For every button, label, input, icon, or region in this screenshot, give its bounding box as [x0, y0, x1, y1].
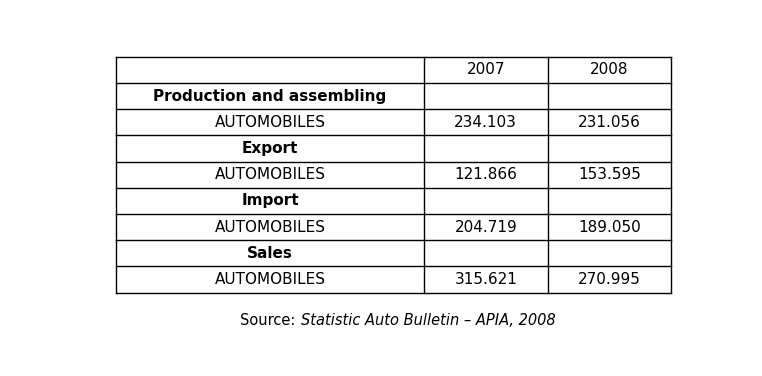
Text: 2007: 2007 [466, 62, 505, 77]
Text: 204.719: 204.719 [454, 220, 517, 235]
Text: Source:: Source: [240, 313, 305, 328]
Text: 121.866: 121.866 [454, 167, 517, 182]
Text: 315.621: 315.621 [454, 272, 517, 287]
Text: AUTOMOBILES: AUTOMOBILES [214, 167, 325, 182]
Text: Sales: Sales [247, 246, 293, 261]
Text: 234.103: 234.103 [454, 115, 517, 130]
Text: 2008: 2008 [590, 62, 629, 77]
Text: Export: Export [242, 141, 298, 156]
Text: 231.056: 231.056 [578, 115, 641, 130]
Text: AUTOMOBILES: AUTOMOBILES [214, 272, 325, 287]
Text: Production and assembling: Production and assembling [153, 88, 386, 103]
Text: Import: Import [241, 193, 299, 208]
Text: 270.995: 270.995 [578, 272, 641, 287]
Text: 189.050: 189.050 [578, 220, 641, 235]
Text: 153.595: 153.595 [578, 167, 641, 182]
Text: Statistic Auto Bulletin – APIA, 2008: Statistic Auto Bulletin – APIA, 2008 [301, 313, 556, 328]
Text: AUTOMOBILES: AUTOMOBILES [214, 115, 325, 130]
Text: AUTOMOBILES: AUTOMOBILES [214, 220, 325, 235]
